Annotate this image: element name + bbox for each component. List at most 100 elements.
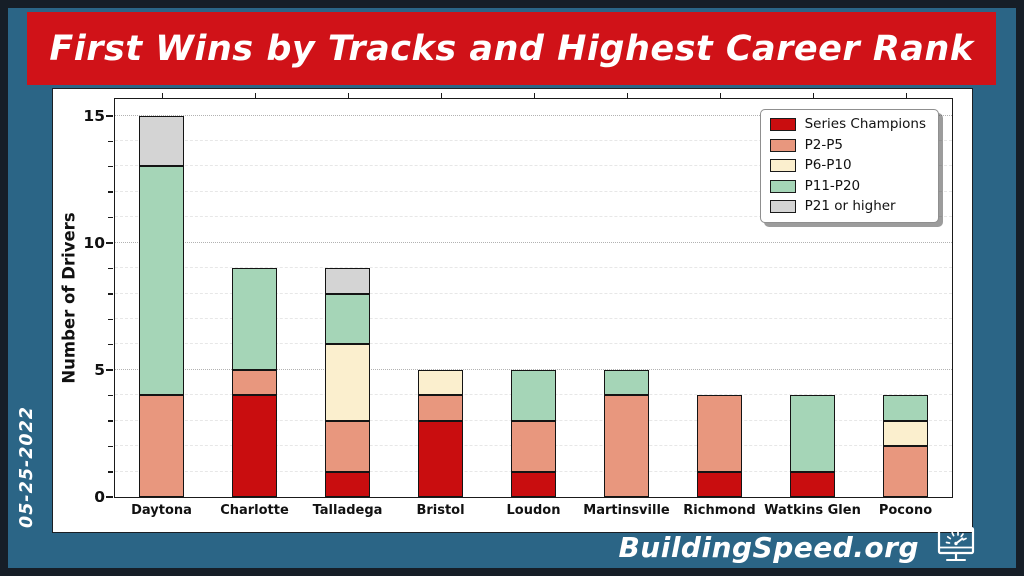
y-tick (108, 420, 113, 422)
x-tick-top (812, 93, 814, 98)
legend: Series Champions P2-P5 P6-P10 P11-P20 P21 or… (759, 109, 939, 223)
y-tick (108, 344, 113, 346)
bar-segment (697, 472, 742, 497)
legend-item: P2-P5 (769, 136, 926, 153)
date-label-wrap: 05-25-2022 (10, 398, 44, 536)
bar-segment (325, 268, 370, 294)
bar-segment (325, 472, 370, 497)
gridline (115, 241, 952, 243)
y-tick (108, 166, 113, 168)
bar-segment (790, 472, 835, 497)
y-tick-label: 15 (83, 106, 105, 125)
bar-segment (883, 421, 928, 446)
y-tick-label: 10 (83, 233, 105, 252)
bar-segment (511, 421, 556, 472)
bar-segment (232, 268, 277, 370)
legend-swatch (769, 179, 796, 193)
x-tick-top (254, 93, 256, 98)
brand-text: BuildingSpeed.org (618, 530, 919, 564)
background: First Wins by Tracks and Highest Career … (8, 8, 1016, 568)
x-category-label: Bristol (416, 503, 465, 518)
x-tick-top (347, 93, 349, 98)
chart-title: First Wins by Tracks and Highest Career … (49, 28, 974, 69)
gridline (115, 165, 952, 167)
legend-item: P11-P20 (769, 177, 926, 194)
bar-segment (883, 446, 928, 497)
title-banner: First Wins by Tracks and Highest Career … (27, 12, 996, 85)
plot-area (115, 99, 952, 497)
bar-segment (604, 370, 649, 395)
bar-segment (418, 395, 463, 421)
y-tick (108, 140, 113, 142)
bar-segment (232, 370, 277, 395)
bar-segment (325, 421, 370, 472)
legend-swatch (769, 200, 796, 213)
y-tick (108, 191, 113, 193)
x-category-label: Martinsville (583, 503, 670, 518)
gridline (115, 216, 952, 218)
y-tick (108, 216, 113, 219)
gridline (115, 368, 952, 370)
gridline (115, 190, 952, 192)
bar-segment (325, 294, 370, 344)
x-tick-top (161, 93, 163, 98)
x-tick-top (626, 93, 628, 98)
x-tick-top (533, 93, 535, 98)
y-tick (106, 241, 113, 244)
x-category-label: Watkins Glen (764, 503, 861, 518)
y-tick (106, 496, 113, 498)
legend-label: P11-P20 (804, 177, 861, 194)
x-tick-top (905, 93, 907, 98)
x-tick-top (440, 93, 442, 98)
legend-swatch (769, 118, 796, 131)
legend-item: P21 or higher (769, 198, 926, 214)
legend-label: P21 or higher (804, 198, 896, 214)
y-axis-label: Number of Drivers (59, 212, 79, 384)
legend-label: P2-P5 (804, 136, 843, 153)
bar-segment (232, 395, 277, 497)
footer-brand-row: BuildingSpeed.org (618, 525, 980, 569)
gridline (115, 267, 952, 269)
bar-segment (139, 166, 184, 395)
speedometer-monitor-icon (932, 525, 980, 569)
y-tick (106, 369, 113, 371)
axes: Number of Drivers Series Champions P2-P5 P… (60, 93, 953, 518)
y-tick (108, 318, 113, 320)
date-label: 05-25-2022 (17, 406, 37, 528)
legend-swatch (769, 138, 796, 152)
x-category-label: Talladega (312, 503, 383, 518)
y-axis-label-wrap: Number of Drivers (58, 99, 80, 497)
x-category-label: Daytona (131, 503, 192, 518)
bar-segment (418, 421, 463, 497)
gridline (115, 317, 952, 319)
bar-segment (790, 395, 835, 472)
legend-item: P6-P10 (769, 157, 926, 173)
legend-item: Series Champions (769, 116, 926, 132)
legend-label: Series Champions (804, 116, 926, 132)
legend-swatch (769, 159, 796, 172)
bar-segment (325, 344, 370, 421)
y-tick (108, 394, 113, 397)
bar-segment (139, 395, 184, 497)
x-category-label: Pocono (878, 503, 933, 518)
gridline (115, 292, 952, 294)
x-category-label: Charlotte (220, 503, 289, 518)
y-tick (106, 114, 113, 117)
gridline (115, 139, 952, 141)
x-tick-top (719, 93, 721, 98)
gridline (115, 343, 952, 345)
y-tick (108, 471, 113, 473)
legend-label: P6-P10 (804, 157, 852, 173)
bar-segment (511, 370, 556, 421)
legend-items: Series Champions P2-P5 P6-P10 P11-P20 P21 or… (769, 116, 926, 214)
y-tick (108, 293, 113, 295)
bar-segment (418, 370, 463, 395)
bar-segment (139, 116, 184, 166)
y-tick (108, 445, 113, 448)
bar-segment (511, 472, 556, 497)
x-category-label: Richmond (683, 503, 756, 518)
bar-segment (883, 395, 928, 421)
x-category-label: Loudon (506, 503, 561, 518)
bar-segment (604, 395, 649, 497)
